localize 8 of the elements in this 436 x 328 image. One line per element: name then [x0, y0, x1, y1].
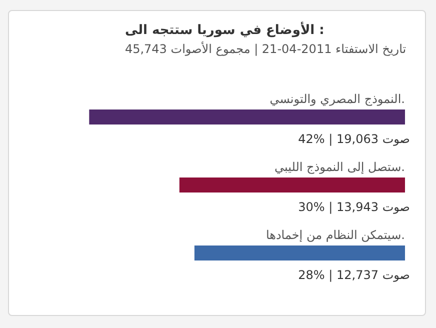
data-label: 42% | 19,063 صوت: [298, 132, 410, 146]
data-label: 30% | 13,943 صوت: [298, 200, 410, 214]
chart-title: الأوضاع في سوريا ستتجه الى :: [124, 21, 324, 38]
y-tick-label: ستصل إلى النموذج الليبي.: [274, 160, 405, 174]
y-tick-label: سيتمكن النظام من إخمادها.: [266, 228, 405, 242]
data-label: 28% | 12,737 صوت: [298, 268, 410, 282]
chart-subtitle: تاريخ الاستفتاء 2011-04-21 | مجموع الأصوات 45,743: [124, 41, 406, 56]
y-tick-label: النموذج المصري والتونسي.: [270, 92, 405, 106]
